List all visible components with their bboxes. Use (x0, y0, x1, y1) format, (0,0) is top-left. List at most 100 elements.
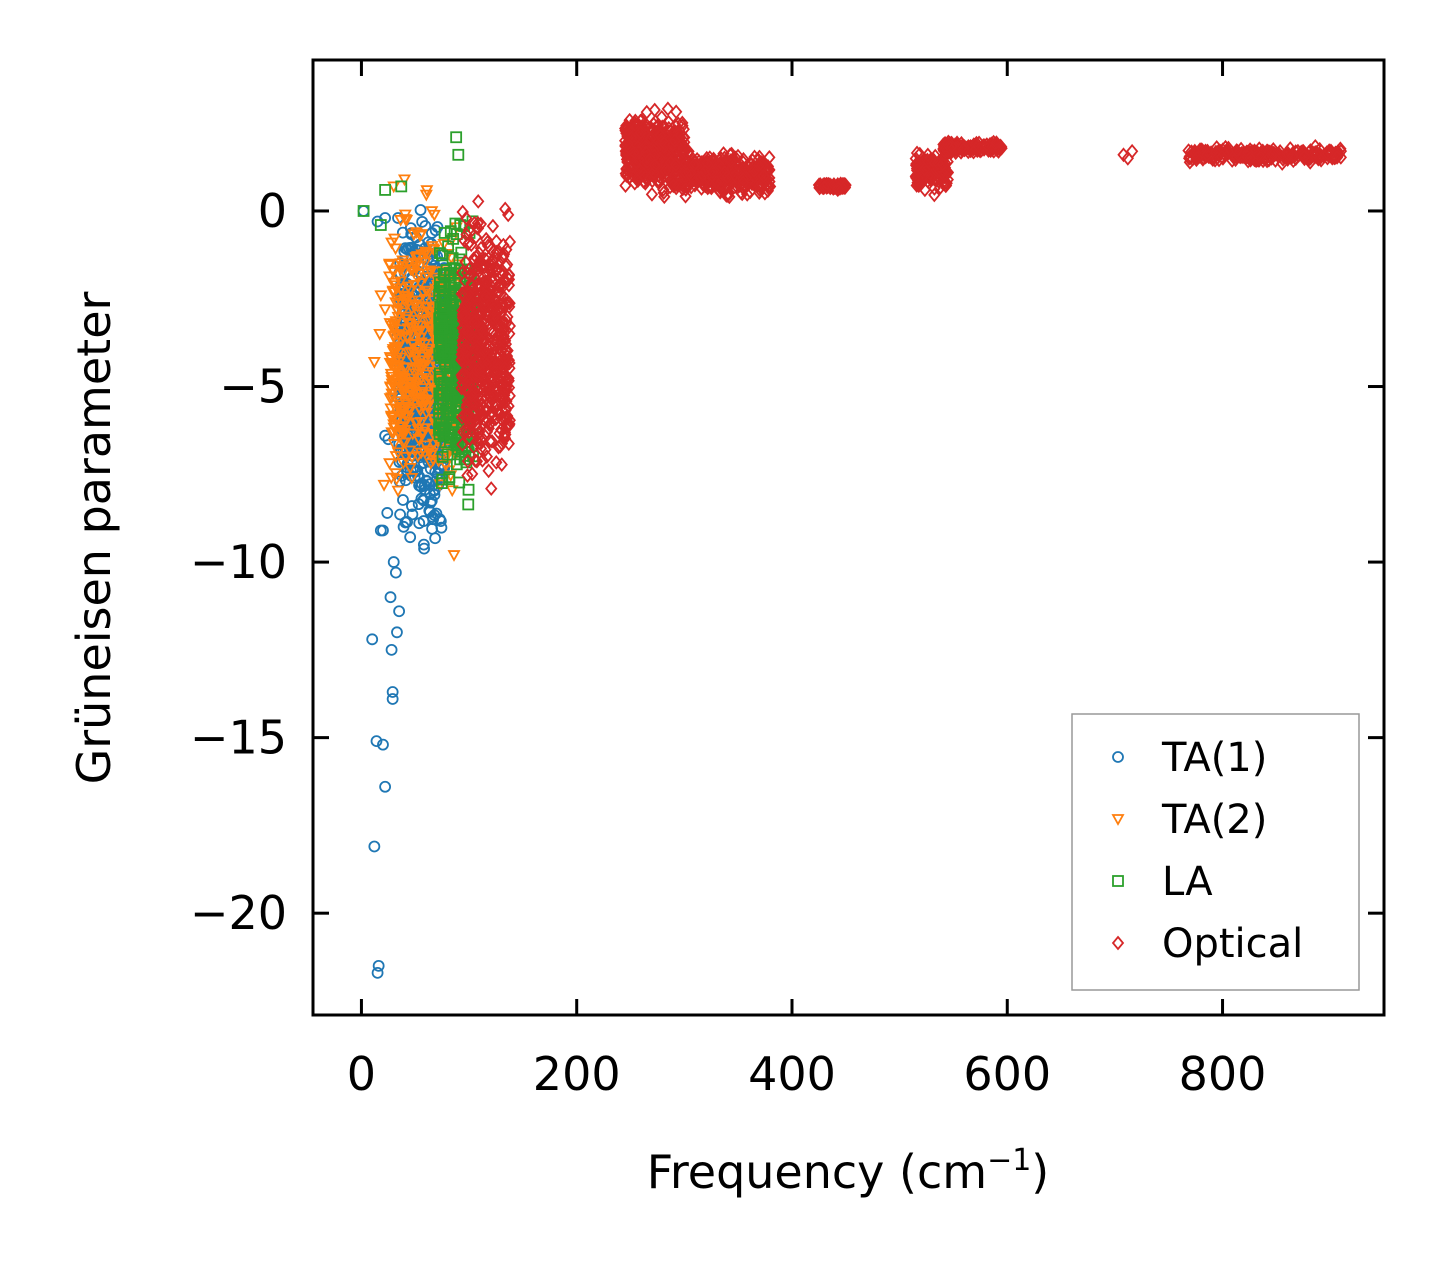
data-point (1215, 149, 1229, 165)
data-point (461, 393, 474, 408)
data-point (425, 206, 439, 218)
data-point (477, 343, 491, 359)
data-point (485, 481, 498, 496)
data-point (495, 457, 508, 473)
data-point (394, 408, 408, 421)
data-point (398, 382, 413, 395)
data-point (389, 297, 403, 310)
data-point (391, 626, 403, 639)
data-point (401, 281, 415, 294)
data-point (400, 311, 414, 324)
data-point (1330, 149, 1344, 165)
data-point (758, 185, 772, 201)
data-point (413, 479, 425, 492)
data-point (474, 407, 488, 423)
data-point (456, 307, 469, 323)
data-point (483, 393, 496, 409)
data-point (490, 381, 504, 396)
data-point (438, 347, 451, 360)
data-point (921, 147, 935, 163)
data-point (389, 566, 402, 579)
data-point (397, 372, 411, 385)
data-point (399, 314, 413, 327)
data-point (911, 170, 925, 186)
data-point (458, 329, 471, 345)
data-point (499, 403, 512, 418)
data-point (384, 472, 398, 485)
data-point (936, 156, 949, 172)
data-point (385, 392, 399, 405)
x-tick-label: 400 (748, 1047, 836, 1101)
data-point (387, 323, 401, 336)
data-point (637, 166, 650, 182)
data-point (452, 391, 465, 403)
data-point (396, 458, 410, 470)
data-point (420, 375, 434, 388)
data-point (669, 157, 682, 173)
data-point (466, 277, 479, 292)
data-point (425, 378, 439, 391)
data-point (1241, 145, 1255, 161)
data-point (459, 343, 472, 359)
data-point (495, 342, 508, 358)
data-point (931, 155, 945, 171)
data-point (639, 116, 653, 132)
data-point (496, 383, 510, 398)
data-point (389, 304, 404, 317)
tick-labels: 0 200 400 600 800 0 −5 −10 −15 −20 (190, 184, 1267, 1101)
data-point (397, 494, 409, 506)
data-point (447, 550, 461, 562)
data-point (377, 479, 391, 492)
data-point (694, 170, 708, 185)
y-axis-label: Grüneisen parameter (67, 291, 121, 784)
data-point (385, 643, 398, 656)
data-point (456, 204, 469, 220)
data-point (357, 205, 370, 217)
data-point (464, 268, 477, 283)
data-point (499, 316, 512, 332)
data-point (485, 371, 498, 387)
data-point (414, 355, 428, 368)
data-point (684, 179, 698, 195)
data-point (498, 430, 512, 446)
data-point (498, 360, 511, 376)
data-point (928, 187, 941, 203)
legend-marker (1111, 814, 1125, 826)
data-point (357, 205, 370, 217)
data-point (485, 433, 499, 449)
data-point (396, 437, 410, 450)
data-point (980, 137, 993, 153)
data-point (429, 224, 442, 237)
legend-marker (1112, 875, 1124, 887)
data-point (397, 266, 411, 279)
data-point (438, 227, 451, 239)
data-point (1286, 148, 1299, 164)
data-points (357, 101, 1348, 979)
data-point (455, 286, 468, 302)
data-point (434, 515, 447, 528)
data-point (393, 379, 407, 392)
data-point (1200, 147, 1214, 163)
data-point (678, 163, 691, 179)
data-point (462, 483, 475, 496)
data-point (1295, 147, 1308, 163)
data-point (1308, 145, 1322, 161)
y-tick-label: −15 (190, 711, 287, 765)
data-point (417, 515, 430, 527)
data-point (389, 243, 403, 256)
data-point (414, 204, 427, 216)
data-point (912, 163, 925, 179)
data-point (662, 163, 675, 179)
data-point (482, 463, 495, 479)
data-point (911, 158, 925, 173)
data-point (502, 271, 515, 286)
data-point (1321, 146, 1335, 161)
data-point (475, 333, 489, 349)
data-point (403, 385, 417, 398)
data-point (385, 237, 399, 250)
data-point (480, 288, 493, 304)
data-point (374, 290, 388, 303)
data-point (396, 226, 409, 239)
data-point (441, 367, 454, 380)
x-axis-label: Frequency (cm−1) (647, 1143, 1050, 1199)
